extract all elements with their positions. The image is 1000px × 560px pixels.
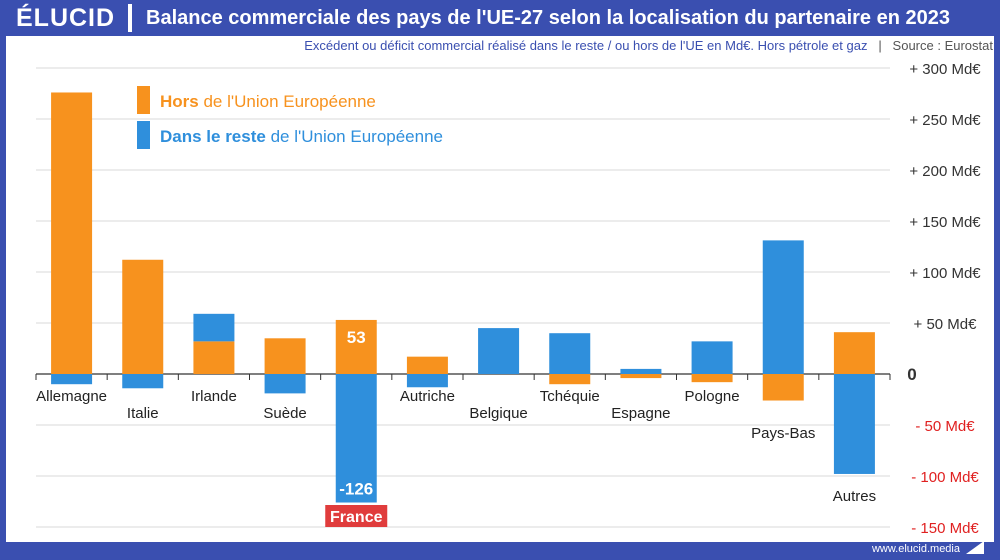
- y-tick-label: + 250 Md€: [909, 112, 981, 129]
- category-label-11: Autres: [833, 488, 876, 505]
- chart-panel: [6, 36, 994, 542]
- category-label-8: Espagne: [611, 405, 670, 422]
- y-tick-label: + 200 Md€: [909, 163, 981, 180]
- bar-dans-10: [762, 240, 804, 374]
- bar-hors-3: [264, 338, 306, 374]
- bar-dans-4: [335, 374, 377, 503]
- legend-label-hors: Hors de l'Union Européenne: [160, 92, 376, 111]
- subtitle-separator: |: [871, 38, 889, 53]
- header-bar: ÉLUCID Balance commerciale des pays de l…: [0, 0, 1000, 36]
- category-label-9: Pologne: [685, 388, 740, 405]
- category-label-3: Suède: [263, 405, 306, 422]
- bar-hors-8: [620, 374, 662, 379]
- category-label-5: Autriche: [400, 388, 455, 405]
- category-label-7: Tchéquie: [540, 388, 600, 405]
- bar-hors-7: [549, 374, 591, 385]
- bar-dans-9: [691, 341, 733, 374]
- bar-dans-6: [478, 328, 520, 374]
- bar-dans-8: [620, 368, 662, 374]
- elucid-mark-icon: [966, 541, 984, 554]
- bar-hors-2: [193, 341, 235, 374]
- y-axis-ticks: + 300 Md€ + 250 Md€ + 200 Md€ + 150 Md€ + 10…: [907, 61, 981, 537]
- bar-hors-9: [691, 374, 733, 383]
- bar-dans-11: [833, 374, 875, 474]
- footer-site: www.elucid.media: [871, 543, 960, 555]
- y-tick-label: + 300 Md€: [909, 61, 981, 78]
- y-tick-label: - 100 Md€: [911, 469, 979, 486]
- bar-hors-0: [51, 92, 93, 374]
- y-tick-label: - 50 Md€: [915, 418, 975, 435]
- bar-dans-2: [193, 313, 235, 342]
- chart-subtitle: Excédent ou déficit commercial réalisé d…: [0, 38, 993, 53]
- legend: Hors de l'Union Européenne Dans le reste…: [137, 86, 443, 149]
- category-label-1: Italie: [127, 405, 159, 422]
- bar-dans-5: [406, 374, 448, 388]
- bar-hors-10: [762, 374, 804, 401]
- bar-dans-3: [264, 374, 306, 394]
- category-label-0: Allemagne: [36, 388, 107, 405]
- subtitle-text: Excédent ou déficit commercial réalisé d…: [304, 38, 868, 53]
- highlight-badge: [325, 505, 388, 527]
- data-label-0: 53: [347, 328, 366, 347]
- bar-dans-0: [51, 374, 93, 385]
- data-label-1: -126: [339, 480, 373, 499]
- y-tick-label: - 150 Md€: [911, 520, 979, 537]
- y-tick-label: 0: [907, 365, 916, 384]
- category-label-10: Pays-Bas: [751, 425, 815, 442]
- legend-swatch-dans: [137, 121, 150, 149]
- category-labels: Allemagne Italie Irlande Suède France Autrich…: [36, 328, 876, 527]
- bar-hors-4: [335, 319, 377, 374]
- source-text: Source : Eurostat: [892, 38, 993, 53]
- brand-logo: ÉLUCID: [16, 4, 116, 32]
- grid-lines: [35, 67, 891, 528]
- y-tick-label: + 50 Md€: [914, 316, 978, 333]
- legend-swatch-hors: [137, 86, 150, 114]
- bar-hors-11: [833, 332, 875, 374]
- header-separator: [128, 4, 132, 32]
- legend-label-dans: Dans le reste de l'Union Européenne: [160, 127, 443, 146]
- bar-hors-1: [122, 259, 164, 374]
- bars: [51, 92, 875, 503]
- category-label-4: France: [330, 509, 383, 526]
- bar-dans-1: [122, 374, 164, 389]
- bar-dans-7: [549, 333, 591, 374]
- chart-title: Balance commerciale des pays de l'UE-27 …: [146, 7, 950, 29]
- y-tick-label: + 100 Md€: [909, 265, 981, 282]
- bar-hors-5: [406, 356, 448, 374]
- category-label-6: Belgique: [469, 405, 527, 422]
- category-label-2: Irlande: [191, 388, 237, 405]
- y-tick-label: + 150 Md€: [909, 214, 981, 231]
